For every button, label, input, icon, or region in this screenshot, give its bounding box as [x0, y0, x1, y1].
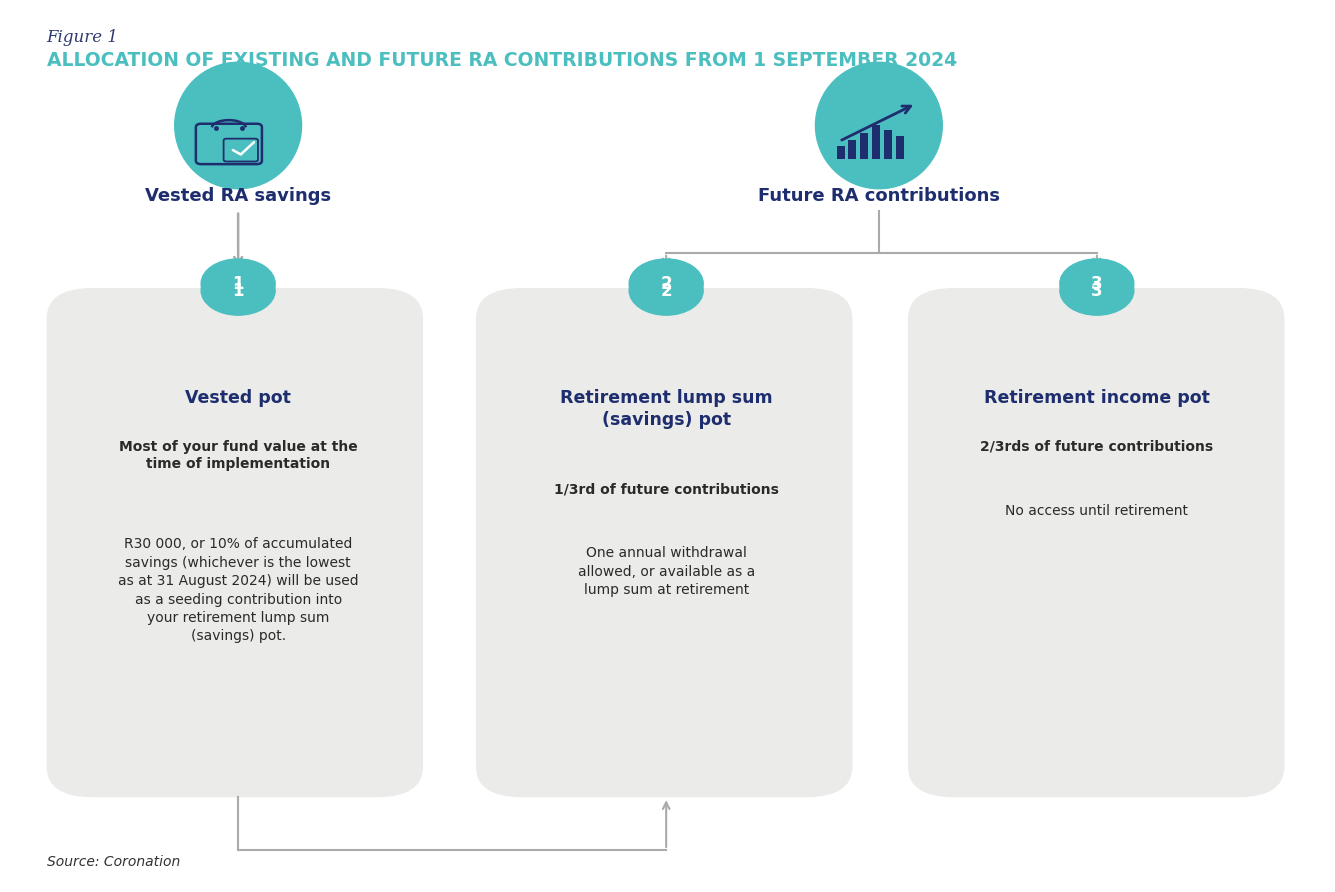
Circle shape	[629, 259, 704, 308]
Text: 2/3rds of future contributions: 2/3rds of future contributions	[980, 440, 1214, 454]
Circle shape	[202, 266, 275, 315]
Text: 1: 1	[232, 275, 244, 293]
Text: Retirement lump sum
(savings) pot: Retirement lump sum (savings) pot	[559, 389, 773, 429]
Text: 2: 2	[661, 275, 672, 293]
Circle shape	[1060, 259, 1133, 308]
Text: Source: Coronation: Source: Coronation	[47, 855, 180, 869]
Text: Vested RA savings: Vested RA savings	[146, 187, 331, 205]
Circle shape	[1060, 266, 1133, 315]
Ellipse shape	[816, 62, 943, 189]
Circle shape	[202, 259, 275, 308]
Text: 3: 3	[1091, 282, 1103, 300]
Bar	[837, 145, 845, 159]
FancyBboxPatch shape	[223, 138, 258, 161]
FancyBboxPatch shape	[908, 288, 1284, 797]
Text: Retirement income pot: Retirement income pot	[984, 389, 1210, 407]
Text: Most of your fund value at the
time of implementation: Most of your fund value at the time of i…	[119, 440, 358, 471]
Text: Figure 1: Figure 1	[47, 29, 119, 45]
Text: 1: 1	[232, 282, 244, 300]
Bar	[872, 126, 880, 159]
Text: 2: 2	[661, 282, 672, 300]
Bar	[896, 136, 904, 159]
Bar	[849, 139, 857, 159]
FancyBboxPatch shape	[47, 288, 423, 797]
FancyBboxPatch shape	[477, 288, 853, 797]
Text: R30 000, or 10% of accumulated
savings (whichever is the lowest
as at 31 August : R30 000, or 10% of accumulated savings (…	[117, 537, 359, 643]
Text: No access until retirement: No access until retirement	[1005, 504, 1188, 518]
Text: 1/3rd of future contributions: 1/3rd of future contributions	[554, 482, 778, 496]
Text: Vested pot: Vested pot	[186, 389, 291, 407]
Circle shape	[629, 266, 704, 315]
Text: 3: 3	[1091, 275, 1103, 293]
Text: ALLOCATION OF EXISTING AND FUTURE RA CONTRIBUTIONS FROM 1 SEPTEMBER 2024: ALLOCATION OF EXISTING AND FUTURE RA CON…	[47, 51, 957, 70]
Bar	[884, 130, 892, 159]
Text: One annual withdrawal
allowed, or available as a
lump sum at retirement: One annual withdrawal allowed, or availa…	[578, 546, 754, 597]
Ellipse shape	[175, 62, 302, 189]
Bar	[860, 133, 868, 159]
Text: Future RA contributions: Future RA contributions	[758, 187, 1000, 205]
